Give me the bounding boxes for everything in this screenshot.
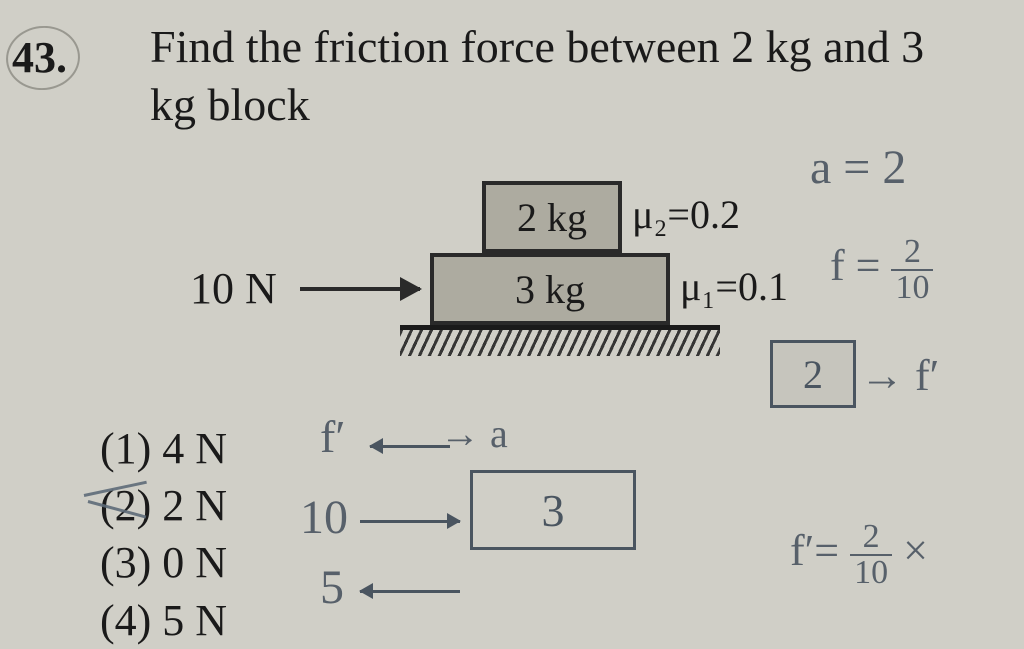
handwriting-fprime-right: → f′ bbox=[860, 350, 939, 401]
fraction-num: 2 bbox=[891, 235, 933, 271]
bottom-block: 3 kg bbox=[430, 253, 670, 325]
handwriting-arrow-a: → a bbox=[440, 410, 508, 457]
force-arrow-icon bbox=[300, 287, 420, 291]
hand-arrow-right-icon bbox=[360, 520, 460, 523]
handwriting-f-fraction: f = 2 10 bbox=[830, 235, 933, 305]
top-block: 2 kg bbox=[482, 181, 622, 253]
handwriting-ten: 10 bbox=[300, 490, 348, 545]
applied-force-label: 10 N bbox=[190, 263, 277, 314]
option-1: (1) 4 N bbox=[100, 420, 227, 477]
handwriting-box-3: 3 bbox=[470, 470, 636, 550]
bottom-block-label: 3 kg bbox=[515, 266, 585, 313]
top-block-label: 2 kg bbox=[517, 194, 587, 241]
hand-arrow-left-2-icon bbox=[360, 590, 460, 593]
hand-arrow-left-icon bbox=[370, 445, 450, 448]
handwriting-fprime-left: f′ bbox=[320, 410, 345, 463]
mu1-label: μ₁=0.1 bbox=[680, 263, 788, 310]
friction-diagram: 10 N 2 kg 3 kg μ₂=0.2 μ₁=0.1 bbox=[190, 155, 750, 375]
handwriting-a-equals: a = 2 bbox=[810, 140, 906, 195]
mu2-label: μ₂=0.2 bbox=[632, 191, 740, 238]
handwriting-fprime-fraction: f′= 2 10 × bbox=[790, 520, 928, 590]
answer-options: (1) 4 N (2) 2 N (3) 0 N (4) 5 N bbox=[100, 420, 227, 649]
option-4: (4) 5 N bbox=[100, 592, 227, 649]
handwriting-five: 5 bbox=[320, 560, 344, 615]
option-3: (3) 0 N bbox=[100, 534, 227, 591]
fraction-2-icon: 2 10 bbox=[850, 520, 892, 590]
question-number: 43. bbox=[12, 32, 67, 83]
box-3-label: 3 bbox=[542, 484, 565, 537]
fraction-2-den: 10 bbox=[850, 556, 892, 590]
handwriting-f2-suffix: × bbox=[903, 526, 928, 575]
fraction-icon: 2 10 bbox=[891, 235, 933, 305]
worksheet-page: 43. Find the friction force between 2 kg… bbox=[0, 0, 1024, 649]
handwriting-f-prefix: f = bbox=[830, 241, 880, 290]
handwriting-box-2: 2 bbox=[770, 340, 856, 408]
handwriting-f2-prefix: f′= bbox=[790, 526, 839, 575]
question-text: Find the friction force between 2 kg and… bbox=[150, 18, 980, 133]
ground-hatch-icon bbox=[400, 330, 720, 356]
fraction-den: 10 bbox=[891, 271, 933, 305]
box-2-label: 2 bbox=[803, 351, 823, 398]
fraction-2-num: 2 bbox=[850, 520, 892, 556]
